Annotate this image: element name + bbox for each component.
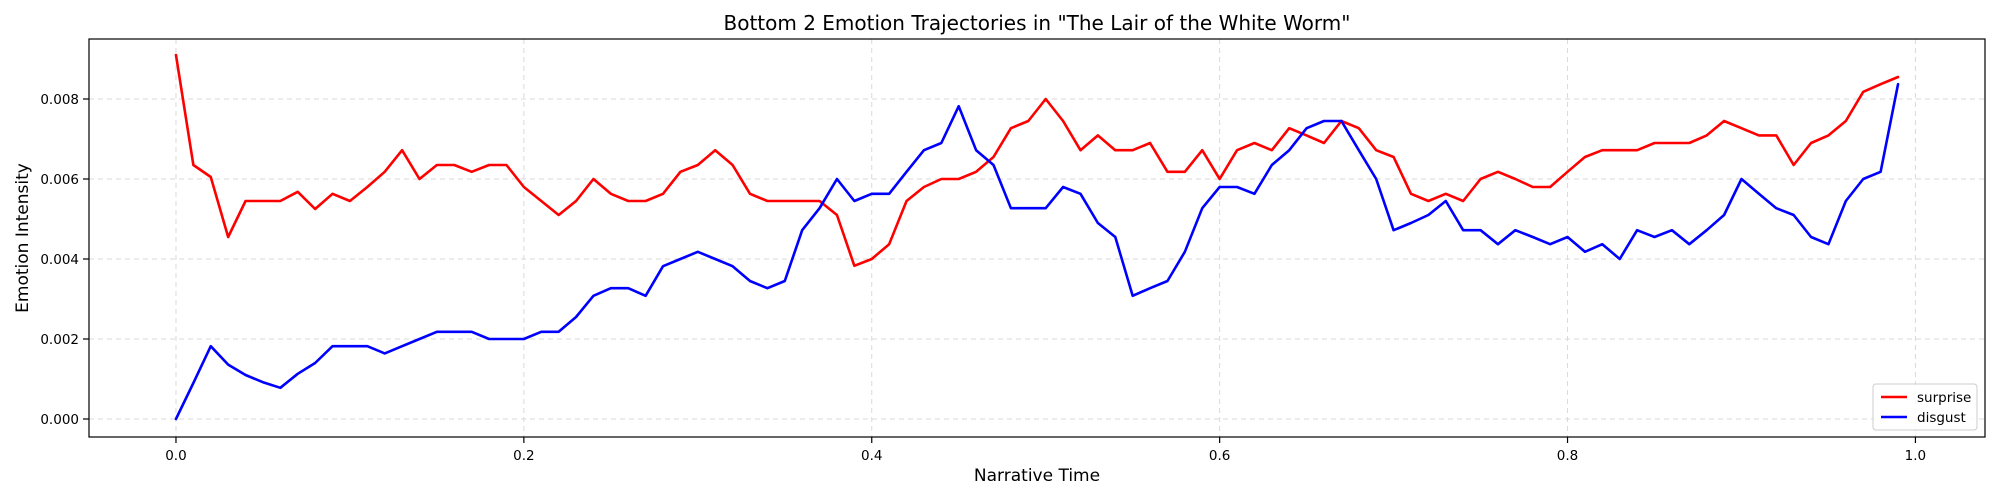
x-tick-label: 0.0 (165, 448, 186, 464)
y-axis-label: Emotion Intensity (13, 163, 33, 313)
y-tick-label: 0.004 (40, 252, 79, 268)
x-axis-label: Narrative Time (974, 466, 1100, 486)
legend: surprise disgust (1872, 383, 1978, 431)
y-tick-label: 0.008 (40, 92, 79, 108)
x-tick-label: 0.8 (1557, 448, 1578, 464)
y-axis: 0.000 0.002 0.004 0.006 0.008 (40, 92, 89, 428)
series-line-disgust (174, 82, 1900, 421)
x-tick-label: 0.6 (1209, 448, 1230, 464)
plot-frame (88, 38, 1986, 438)
grid-lines (89, 39, 1985, 437)
x-axis: 0.0 0.2 0.4 0.6 0.8 1.0 (165, 437, 1926, 464)
legend-label-surprise: surprise (1917, 390, 1971, 406)
y-tick-label: 0.000 (40, 412, 79, 428)
legend-box (1872, 383, 1978, 431)
x-tick-label: 1.0 (1905, 448, 1926, 464)
x-tick-label: 0.2 (513, 448, 534, 464)
y-tick-label: 0.002 (40, 332, 79, 348)
legend-label-disgust: disgust (1917, 410, 1966, 426)
series-layer (174, 53, 1900, 421)
series-line-surprise (174, 53, 1900, 268)
chart-title: Bottom 2 Emotion Trajectories in "The La… (724, 11, 1351, 35)
y-tick-label: 0.006 (40, 172, 79, 188)
x-tick-label: 0.4 (861, 448, 882, 464)
